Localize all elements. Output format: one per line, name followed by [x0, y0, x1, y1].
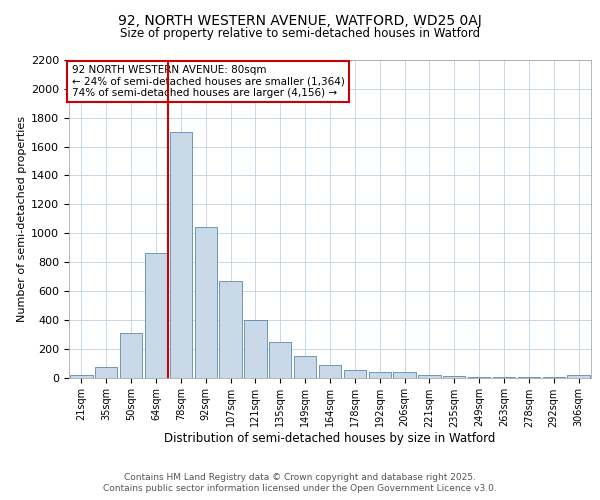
Bar: [568, 376, 590, 378]
Text: Size of property relative to semi-detached houses in Watford: Size of property relative to semi-detach…: [120, 28, 480, 40]
Bar: [294, 356, 316, 378]
Bar: [194, 228, 217, 378]
Bar: [145, 254, 167, 378]
Bar: [319, 364, 341, 378]
Text: 92 NORTH WESTERN AVENUE: 80sqm
← 24% of semi-detached houses are smaller (1,364): 92 NORTH WESTERN AVENUE: 80sqm ← 24% of …: [71, 65, 344, 98]
Bar: [120, 333, 142, 378]
Text: 92, NORTH WESTERN AVENUE, WATFORD, WD25 0AJ: 92, NORTH WESTERN AVENUE, WATFORD, WD25 …: [118, 14, 482, 28]
Bar: [443, 376, 466, 378]
Text: Contains public sector information licensed under the Open Government Licence v3: Contains public sector information licen…: [103, 484, 497, 493]
Bar: [269, 342, 292, 378]
X-axis label: Distribution of semi-detached houses by size in Watford: Distribution of semi-detached houses by …: [164, 432, 496, 445]
Bar: [70, 374, 92, 378]
Bar: [170, 132, 192, 378]
Bar: [368, 372, 391, 378]
Bar: [344, 370, 366, 378]
Y-axis label: Number of semi-detached properties: Number of semi-detached properties: [17, 116, 27, 322]
Bar: [418, 375, 440, 378]
Bar: [95, 366, 118, 378]
Text: Contains HM Land Registry data © Crown copyright and database right 2025.: Contains HM Land Registry data © Crown c…: [124, 472, 476, 482]
Bar: [244, 320, 266, 378]
Bar: [394, 372, 416, 378]
Bar: [220, 281, 242, 378]
